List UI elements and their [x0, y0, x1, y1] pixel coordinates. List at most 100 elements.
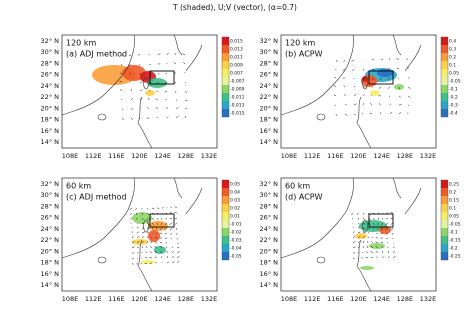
- coastline: [280, 177, 422, 292]
- wind-vector: [170, 237, 173, 240]
- lon-label: 112E: [85, 152, 102, 160]
- wind-vector: [166, 246, 168, 249]
- lon-label: 124E: [154, 295, 171, 303]
- wind-vector: [175, 107, 179, 110]
- colorbar-segment: [441, 252, 448, 260]
- lat-label: 20° N: [41, 104, 60, 112]
- wind-vector: [145, 251, 148, 254]
- wind-vector: [160, 222, 163, 226]
- wind-vector: [141, 212, 143, 216]
- wind-vector: [131, 241, 135, 244]
- wind-vector: [155, 98, 159, 101]
- wind-vector: [392, 255, 396, 259]
- lat-label: 22° N: [260, 236, 279, 244]
- wind-vector: [154, 245, 158, 249]
- wind-vector: [396, 67, 400, 70]
- lat-label: 20° N: [260, 104, 279, 112]
- wind-vector: [352, 240, 356, 244]
- lat-label: 16° N: [260, 127, 279, 135]
- lat-label: 30° N: [260, 191, 279, 199]
- wind-vector: [387, 77, 391, 80]
- lat-label: 32° N: [41, 180, 60, 188]
- panel-label: (d) ACPW: [285, 193, 323, 202]
- lat-label: 24° N: [260, 225, 279, 233]
- coastline: [61, 34, 203, 149]
- wind-vector: [141, 246, 144, 249]
- coastline: [280, 34, 422, 149]
- shaded-area: [141, 260, 155, 264]
- coastline: [61, 177, 203, 292]
- wind-vector: [357, 252, 360, 254]
- lon-label: 128E: [397, 152, 414, 160]
- colorbar-label: -0.1: [449, 87, 458, 93]
- colorbar-label: 0.05: [230, 182, 240, 188]
- wind-vector: [398, 111, 402, 115]
- wind-vector: [176, 247, 180, 249]
- island: [97, 256, 107, 264]
- colorbar-label: -0.2: [449, 246, 458, 252]
- wind-vector: [184, 107, 187, 110]
- wind-vector: [155, 106, 159, 110]
- wind-vector: [128, 72, 132, 75]
- colorbar-label: -0.2: [449, 95, 458, 101]
- lon-label: 124E: [373, 295, 390, 303]
- colorbar-label: 0.15: [449, 198, 459, 204]
- wind-vector: [375, 245, 379, 249]
- wind-vector: [151, 217, 155, 221]
- wind-vector: [119, 80, 123, 83]
- colorbar-label: 0.015: [230, 39, 243, 45]
- lat-label: 30° N: [41, 48, 60, 56]
- wind-vector: [154, 250, 158, 254]
- wind-vector: [389, 111, 393, 115]
- focus-box: [368, 70, 394, 85]
- wind-vector: [140, 262, 143, 265]
- wind-vector: [380, 241, 384, 244]
- colorbar-segment: [441, 53, 448, 61]
- wind-vector: [353, 93, 357, 97]
- lat-label: 28° N: [260, 59, 279, 67]
- lat-label: 32° N: [260, 180, 279, 188]
- wind-vector: [147, 107, 150, 110]
- lat-label: 28° N: [260, 202, 279, 210]
- wind-vector: [141, 240, 144, 244]
- wind-vector: [406, 58, 409, 61]
- shaded-area: [377, 69, 393, 77]
- colorbar-label: 0.013: [230, 47, 243, 53]
- lat-label: 28° N: [41, 59, 60, 67]
- island: [143, 219, 149, 233]
- lat-label: 14° N: [41, 138, 60, 146]
- wind-vector: [166, 52, 169, 56]
- island: [97, 113, 107, 121]
- wind-vector: [146, 217, 150, 221]
- lon-label: 124E: [154, 152, 171, 160]
- wind-vector: [146, 212, 150, 216]
- wind-vector: [159, 232, 163, 235]
- colorbar-segment: [441, 188, 448, 196]
- colorbar-segment: [222, 236, 229, 244]
- wind-vector: [357, 246, 360, 249]
- wind-vector: [353, 85, 356, 88]
- lon-label: 116E: [108, 152, 125, 160]
- wind-vector: [370, 245, 374, 249]
- wind-vector: [129, 207, 133, 211]
- wind-vector: [136, 257, 139, 259]
- colorbar-label: 0.2: [449, 190, 456, 196]
- wind-vector: [136, 231, 140, 234]
- wind-vector: [396, 57, 400, 61]
- wind-vector: [166, 256, 169, 259]
- wind-vector: [175, 115, 179, 119]
- wind-vector: [362, 77, 366, 80]
- island: [362, 76, 368, 90]
- wind-vector: [154, 241, 158, 244]
- wind-vector: [357, 217, 359, 220]
- colorbar-segment: [441, 37, 448, 45]
- wind-vector: [372, 217, 376, 221]
- wind-vector: [119, 72, 123, 74]
- colorbar-label: 0.02: [230, 206, 240, 212]
- wind-vector: [159, 246, 163, 249]
- colorbar-label: 0.04: [230, 190, 240, 196]
- lat-label: 22° N: [41, 93, 60, 101]
- wind-vector: [365, 251, 369, 254]
- lon-label: 112E: [304, 152, 321, 160]
- lat-label: 24° N: [41, 225, 60, 233]
